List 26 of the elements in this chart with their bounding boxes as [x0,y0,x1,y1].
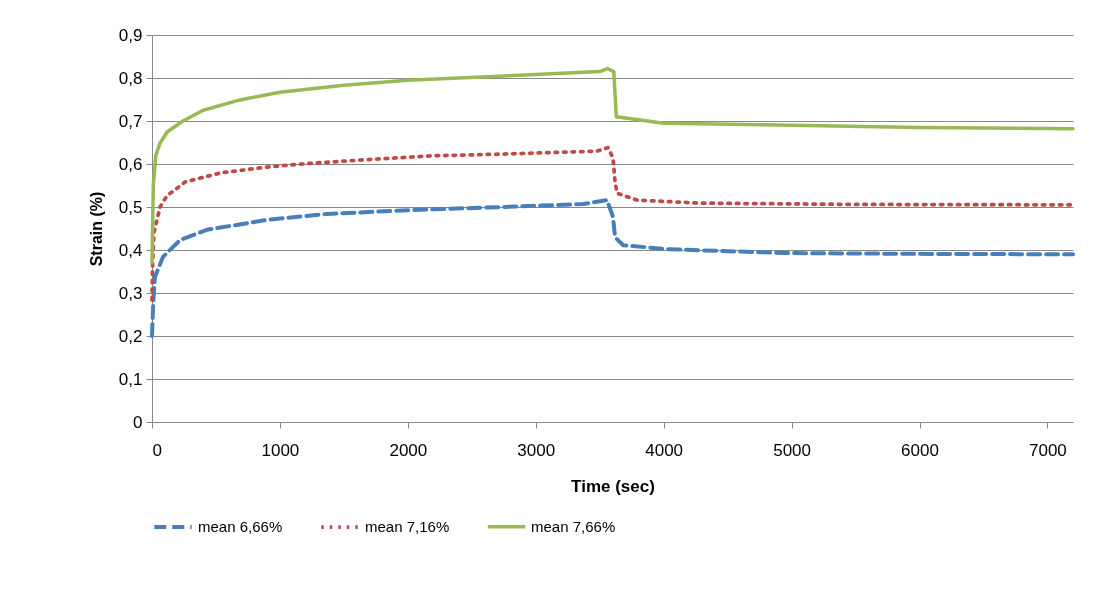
line-series [150,66,1075,265]
y-tick-label: 0,9 [118,25,143,45]
y-tick-label: 0,3 [118,283,143,303]
y-tick-label: 0,4 [118,240,143,260]
y-tick-label: 0,6 [118,154,143,174]
y-tick-label: 0,7 [118,111,143,131]
x-tick-label: 3000 [517,440,556,460]
x-tick-label: 4000 [645,440,684,460]
x-tick-label: 1000 [261,440,300,460]
x-tick-label: 7000 [1029,440,1067,460]
y-tick-label: 0,8 [118,68,143,88]
x-tick-label: 6000 [901,440,939,460]
x-axis-title: Time (sec) [571,476,655,496]
legend-label: mean 7,66% [531,517,616,535]
x-tick-label: 2000 [389,440,428,460]
legend-label: mean 7,16% [365,518,450,535]
y-tick-label: 0,2 [118,326,143,346]
y-tick-label: 0,1 [118,369,143,389]
y-tick-label: 0 [133,412,143,432]
legend-label: mean 6,66% [198,518,283,535]
y-axis-title: Strain (%) [87,191,105,267]
x-tick-label: 0 [152,440,162,460]
line-series [150,145,1075,302]
x-tick-label: 5000 [773,440,811,460]
y-tick-label: 0,5 [118,197,143,217]
line-series [150,198,1075,338]
